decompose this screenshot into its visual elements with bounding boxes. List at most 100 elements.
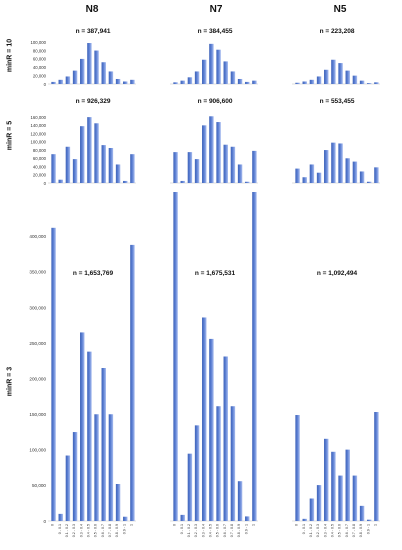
bar-n7-minr-5-0 xyxy=(173,152,178,183)
panel-title-n5-minr-10: n = 223,208 xyxy=(320,28,355,35)
bar-n5-minr-5-9 xyxy=(359,171,365,183)
bar-n5-minr-5-3 xyxy=(316,172,322,183)
bar-n7-minr-3-7 xyxy=(223,356,228,521)
bar-n5-minr-10-2 xyxy=(309,79,315,84)
x-tick-n7-minr-3-0: 0 xyxy=(173,524,177,526)
bar-n5-minr-3-2 xyxy=(309,498,315,521)
x-tick-n5-minr-3-2: 0.1 - 0.2 xyxy=(309,524,313,537)
y-tick-n8-minr-5-7: 140,000 xyxy=(30,123,46,128)
bar-n5-minr-10-7 xyxy=(345,70,350,84)
bar-n7-minr-10-3 xyxy=(194,71,200,84)
x-tick-n5-minr-3-4: 0.3 - 0.4 xyxy=(323,524,327,537)
bar-n7-minr-10-1 xyxy=(180,80,185,84)
bar-n8-minr-10-11 xyxy=(130,79,135,84)
y-tick-n8-minr-10-1: 20,000 xyxy=(33,73,47,78)
bar-n5-minr-10-4 xyxy=(324,69,329,84)
x-tick-n8-minr-3-10: 0.9 - 1 xyxy=(122,524,126,534)
bar-n5-minr-10-3 xyxy=(316,76,322,84)
bar-n5-minr-3-5 xyxy=(331,451,336,521)
bar-n7-minr-3-0 xyxy=(173,192,178,521)
bar-n8-minr-10-7 xyxy=(101,62,106,84)
x-tick-n5-minr-3-11: 1 xyxy=(373,524,377,526)
x-tick-n5-minr-3-6: 0.5 - 0.6 xyxy=(338,524,342,537)
bar-n8-minr-5-5 xyxy=(87,117,92,183)
x-tick-n7-minr-3-11: 1 xyxy=(251,524,255,526)
y-tick-n8-minr-3-5: 250,000 xyxy=(29,341,46,346)
x-tick-n5-minr-3-0: 0 xyxy=(295,524,299,526)
bar-n7-minr-3-6 xyxy=(216,406,221,521)
x-tick-n7-minr-3-3: 0.2 - 0.3 xyxy=(194,524,198,537)
bar-n5-minr-3-11 xyxy=(374,412,379,521)
bar-n7-minr-5-10 xyxy=(245,181,250,183)
bar-n8-minr-3-11 xyxy=(130,244,135,521)
x-tick-n5-minr-3-9: 0.8 - 0.9 xyxy=(359,524,363,537)
bar-n7-minr-3-11 xyxy=(252,192,257,521)
bar-n8-minr-10-9 xyxy=(115,78,121,84)
bar-n5-minr-5-10 xyxy=(367,181,372,183)
bar-n5-minr-10-11 xyxy=(374,82,379,84)
bar-n8-minr-10-2 xyxy=(65,76,71,84)
y-tick-n8-minr-3-1: 50,000 xyxy=(32,483,46,488)
bar-n8-minr-5-1 xyxy=(58,179,63,183)
bar-n8-minr-5-10 xyxy=(123,180,128,183)
x-tick-n7-minr-3-9: 0.8 - 0.9 xyxy=(237,524,241,537)
bar-n5-minr-5-7 xyxy=(345,158,350,183)
x-tick-n8-minr-3-8: 0.7 - 0.8 xyxy=(108,524,112,537)
x-tick-n7-minr-3-1: 0 - 0.1 xyxy=(180,524,184,534)
x-tick-n7-minr-3-4: 0.3 - 0.4 xyxy=(201,524,205,537)
y-tick-n8-minr-10-3: 60,000 xyxy=(33,57,47,62)
x-tick-n7-minr-3-7: 0.6 - 0.7 xyxy=(223,524,227,537)
panel-title-n8-minr-5: n = 926,329 xyxy=(76,98,111,105)
bar-n5-minr-10-6 xyxy=(338,63,343,84)
y-tick-n8-minr-3-0: 0 xyxy=(43,519,46,524)
bar-n7-minr-10-4 xyxy=(202,59,207,84)
bar-n7-minr-10-7 xyxy=(223,61,228,84)
bar-n7-minr-5-7 xyxy=(223,144,228,183)
bar-n8-minr-10-1 xyxy=(58,79,63,84)
bar-n5-minr-3-8 xyxy=(352,475,358,521)
y-tick-n8-minr-5-2: 40,000 xyxy=(33,164,47,169)
bar-n7-minr-5-4 xyxy=(202,125,207,183)
bar-n5-minr-5-6 xyxy=(338,143,343,183)
bar-n5-minr-5-8 xyxy=(352,161,358,183)
bar-n5-minr-3-1 xyxy=(302,518,307,521)
panel-title-n5-minr-3: n = 1,092,494 xyxy=(317,270,358,277)
x-tick-n7-minr-3-10: 0.9 - 1 xyxy=(244,524,248,534)
x-tick-n5-minr-3-5: 0.4 - 0.5 xyxy=(330,524,334,537)
bar-n8-minr-10-5 xyxy=(87,43,92,84)
bar-n7-minr-5-3 xyxy=(194,159,200,183)
bar-n8-minr-10-4 xyxy=(80,58,85,84)
bar-n8-minr-5-2 xyxy=(65,146,71,183)
panel-title-n5-minr-5: n = 553,455 xyxy=(320,98,355,105)
bar-n5-minr-5-2 xyxy=(309,164,315,183)
y-tick-n8-minr-3-7: 350,000 xyxy=(29,270,46,275)
panel-title-n7-minr-5: n = 906,600 xyxy=(198,98,233,105)
x-tick-n8-minr-3-2: 0.1 - 0.2 xyxy=(65,524,69,537)
y-tick-n8-minr-3-8: 400,000 xyxy=(29,234,46,239)
bar-n5-minr-5-11 xyxy=(374,167,379,183)
bar-n7-minr-3-2 xyxy=(187,453,193,521)
y-tick-n8-minr-5-1: 20,000 xyxy=(33,173,47,178)
bar-n8-minr-3-0 xyxy=(51,227,56,521)
bar-n8-minr-5-9 xyxy=(115,164,121,183)
y-tick-n8-minr-10-0: 0 xyxy=(44,82,47,87)
bar-n5-minr-10-8 xyxy=(352,75,358,84)
x-tick-n8-minr-3-0: 0 xyxy=(51,524,55,526)
bar-n7-minr-3-9 xyxy=(237,481,243,521)
y-tick-n8-minr-10-2: 40,000 xyxy=(33,65,47,70)
bar-n7-minr-10-5 xyxy=(209,43,214,84)
x-tick-n8-minr-3-6: 0.5 - 0.6 xyxy=(94,524,98,537)
bar-n8-minr-5-4 xyxy=(80,126,85,183)
y-tick-n8-minr-5-3: 60,000 xyxy=(33,156,47,161)
bar-n8-minr-10-10 xyxy=(123,81,128,84)
y-tick-n8-minr-5-6: 120,000 xyxy=(30,131,46,136)
bar-n5-minr-5-4 xyxy=(324,150,329,183)
bar-n5-minr-3-0 xyxy=(295,415,300,521)
column-header-n5: N5 xyxy=(333,4,347,15)
bar-n8-minr-5-11 xyxy=(130,154,135,183)
bar-n7-minr-10-2 xyxy=(187,77,193,84)
column-header-n8: N8 xyxy=(85,4,99,15)
x-tick-n8-minr-3-1: 0 - 0.1 xyxy=(58,524,62,534)
x-tick-n5-minr-3-10: 0.9 - 1 xyxy=(366,524,370,534)
bar-n8-minr-10-0 xyxy=(51,81,56,84)
